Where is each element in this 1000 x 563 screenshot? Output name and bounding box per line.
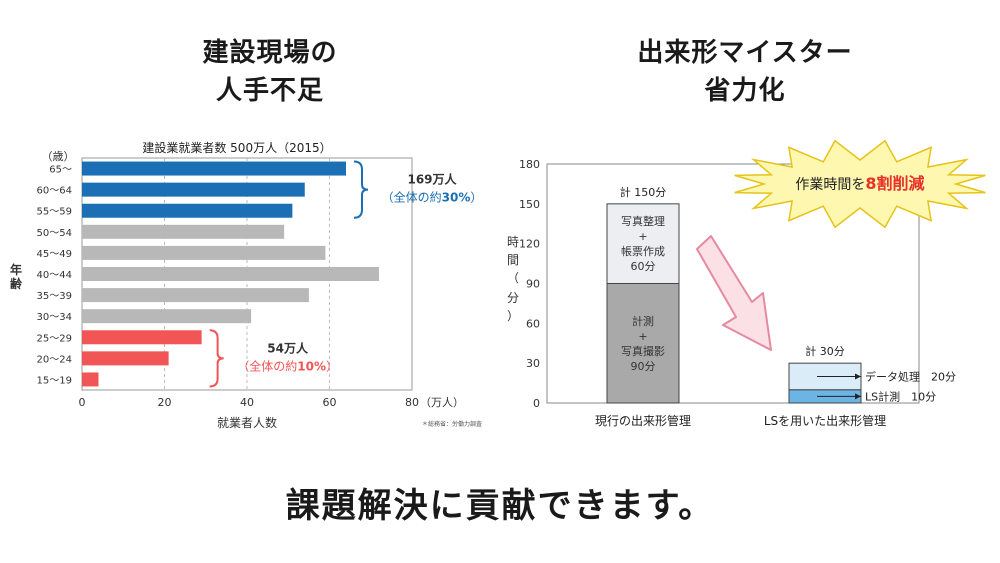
y-axis-title: 時間（分） [507,235,519,323]
callout-label: LS計測 10分 [865,389,936,403]
x-tick-label: 0 [79,396,86,409]
bar [82,330,202,345]
starburst-text-highlight: 8割削減 [865,174,924,193]
annotation-share-part: （全体の約 [237,358,297,373]
segment-label: 写真撮影 [621,344,665,358]
x-axis-title: 就業者人数 [217,415,277,430]
chart-title: 建設業就業者数 500万人（2015） [142,140,331,155]
bracket [353,160,369,219]
y-tick-label: 120 [519,238,540,251]
callout-arrowhead [855,373,861,380]
stacked-segment [606,203,680,284]
bar [82,203,293,218]
y-tick-label: 60〜64 [37,186,72,197]
segment-label: 帳票作成 [621,244,665,258]
bracket [209,329,224,388]
segment-label: 90分 [631,360,656,373]
right-heading-line1: 出来形マイスター [637,38,853,68]
y-tick-label: 50〜54 [37,228,72,239]
annotation-share: （全体の約10%） [237,358,338,373]
bar [82,288,309,303]
annotation-share: （全体の約30%） [382,190,483,205]
x-tick-label: LSを用いた出来形管理 [764,413,886,428]
total-label: 計 30分 [805,344,845,358]
y-tick-label: 150 [519,198,540,211]
starburst-callout [734,139,986,229]
y-tick-label: 25〜29 [37,333,72,344]
y-unit-label: （歳） [42,150,75,163]
callout-arrowhead [855,393,861,400]
segment-label: + [638,330,647,343]
stacked-segment [606,283,680,404]
left-heading-line1: 建設現場の [202,38,338,68]
x-tick-label: 現行の出来形管理 [595,413,691,428]
segment-label: 写真整理 [621,214,665,228]
y-tick-label: 30〜34 [37,312,72,323]
y-tick-label: 90 [526,278,540,291]
annotation-value: 54万人 [267,340,309,355]
y-tick-label: 55〜59 [37,207,72,218]
y-axis-title: 年齢 [10,262,23,291]
callout-label: データ処理 20分 [865,369,956,383]
segment-label: 60分 [631,260,656,273]
x-tick-label: 60 [323,396,337,409]
reduction-arrow [696,235,772,351]
annotation-value: 169万人 [407,172,457,187]
x-tick-label: 20 [158,396,172,409]
segment-label: 計測 [632,314,654,328]
y-tick-label: 60 [526,317,540,330]
y-tick-label: 180 [519,158,540,171]
bar [82,182,305,197]
y-tick-label: 20〜24 [37,354,72,365]
annotation-share-part: 10% [297,359,326,373]
right-heading-line2: 省力化 [704,76,786,106]
bar [82,351,169,366]
bar [82,161,346,176]
bar [82,372,99,387]
starburst-text-prefix: 作業時間を [795,177,865,193]
right-heading: 出来形マイスター 省力化 [580,34,910,110]
plot-frame [546,163,920,404]
total-label: 計 150分 [620,185,667,199]
bar [82,224,285,239]
footer-message: 課題解決に貢献できます。 [285,486,715,526]
starburst-text: 作業時間を8割削減 [795,174,924,193]
annotation-share-part: ） [326,359,338,373]
annotation-share-part: 30% [442,191,471,205]
y-tick-label: 40〜44 [37,270,72,281]
y-tick-label: 30 [526,357,540,370]
bar [82,267,379,281]
source-note: ＊総務省：労働力調査 [422,420,482,428]
y-tick-label: 65〜 [49,165,72,176]
left-heading: 建設現場の 人手不足 [140,34,400,110]
left-heading-line2: 人手不足 [215,76,324,106]
bar [82,309,252,324]
y-tick-label: 35〜39 [37,291,72,302]
bar [82,245,326,260]
segment-label: + [638,230,647,243]
annotation-share-part: ） [470,191,482,205]
y-tick-label: 0 [533,397,540,410]
x-unit-label: （万人） [420,396,464,409]
y-tick-label: 45〜49 [37,249,72,260]
y-tick-label: 15〜19 [37,375,72,386]
annotation-share-part: （全体の約 [382,190,442,205]
x-tick-label: 80 [405,396,419,409]
x-tick-label: 40 [240,396,254,409]
